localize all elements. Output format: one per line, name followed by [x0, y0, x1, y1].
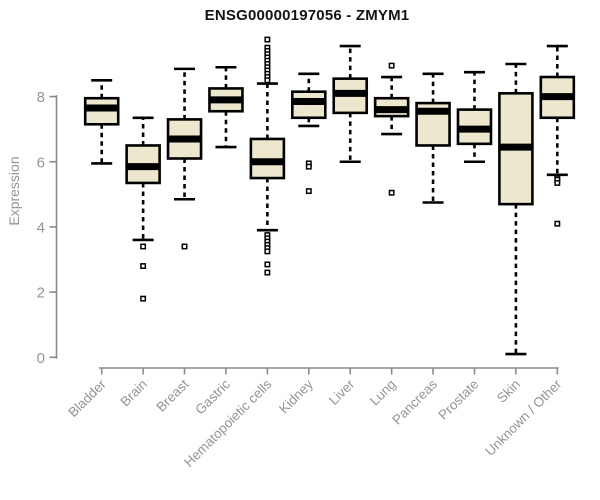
- outlier-point: [388, 62, 395, 69]
- y-tick-label: 6: [37, 154, 45, 171]
- outlier-point: [264, 77, 271, 84]
- y-tick-label: 2: [37, 285, 45, 302]
- x-tick-label: Skin: [494, 377, 523, 406]
- outlier-point: [554, 179, 561, 186]
- outlier-point: [305, 163, 312, 170]
- x-tick-label: Gastric: [192, 376, 233, 417]
- x-tick-label: Liver: [326, 376, 358, 408]
- outlier-point: [181, 243, 188, 250]
- outlier-point: [264, 269, 271, 276]
- outlier-point: [554, 220, 561, 227]
- x-tick-label: Prostate: [435, 377, 481, 423]
- y-tick-label: 8: [37, 89, 45, 106]
- y-tick-label: 0: [37, 350, 45, 367]
- box-pancreas: [415, 72, 451, 204]
- box-hematopoietic-cells: [249, 36, 286, 276]
- outlier-point: [388, 189, 395, 196]
- box-breast: [166, 67, 203, 250]
- box-brain: [125, 116, 161, 302]
- outlier-point: [140, 263, 147, 269]
- box-skin: [498, 62, 534, 356]
- box-prostate: [456, 70, 493, 164]
- x-tick-label: Breast: [153, 376, 191, 414]
- chart-title: ENSG00000197056 - ZMYM1: [204, 7, 410, 24]
- box-unknown-other: [539, 44, 576, 227]
- outlier-point: [264, 248, 271, 255]
- outlier-point: [264, 261, 271, 268]
- box-gastric: [208, 65, 244, 149]
- box-lung: [373, 62, 410, 196]
- outlier-point: [305, 188, 312, 195]
- x-tick-label: Pancreas: [389, 376, 440, 427]
- box-liver: [332, 44, 369, 164]
- outlier-point: [140, 295, 147, 302]
- box-bladder: [83, 78, 120, 165]
- outlier-point: [140, 243, 147, 250]
- outlier-point: [264, 36, 271, 43]
- x-tick-label: Unknown / Other: [482, 376, 565, 459]
- x-tick-label: Brain: [117, 377, 150, 410]
- y-tick-label: 4: [37, 219, 45, 236]
- box-kidney: [290, 72, 327, 195]
- x-tick-label: Kidney: [276, 376, 316, 416]
- x-tick-label: Lung: [367, 377, 399, 409]
- x-tick-label: Bladder: [65, 376, 109, 420]
